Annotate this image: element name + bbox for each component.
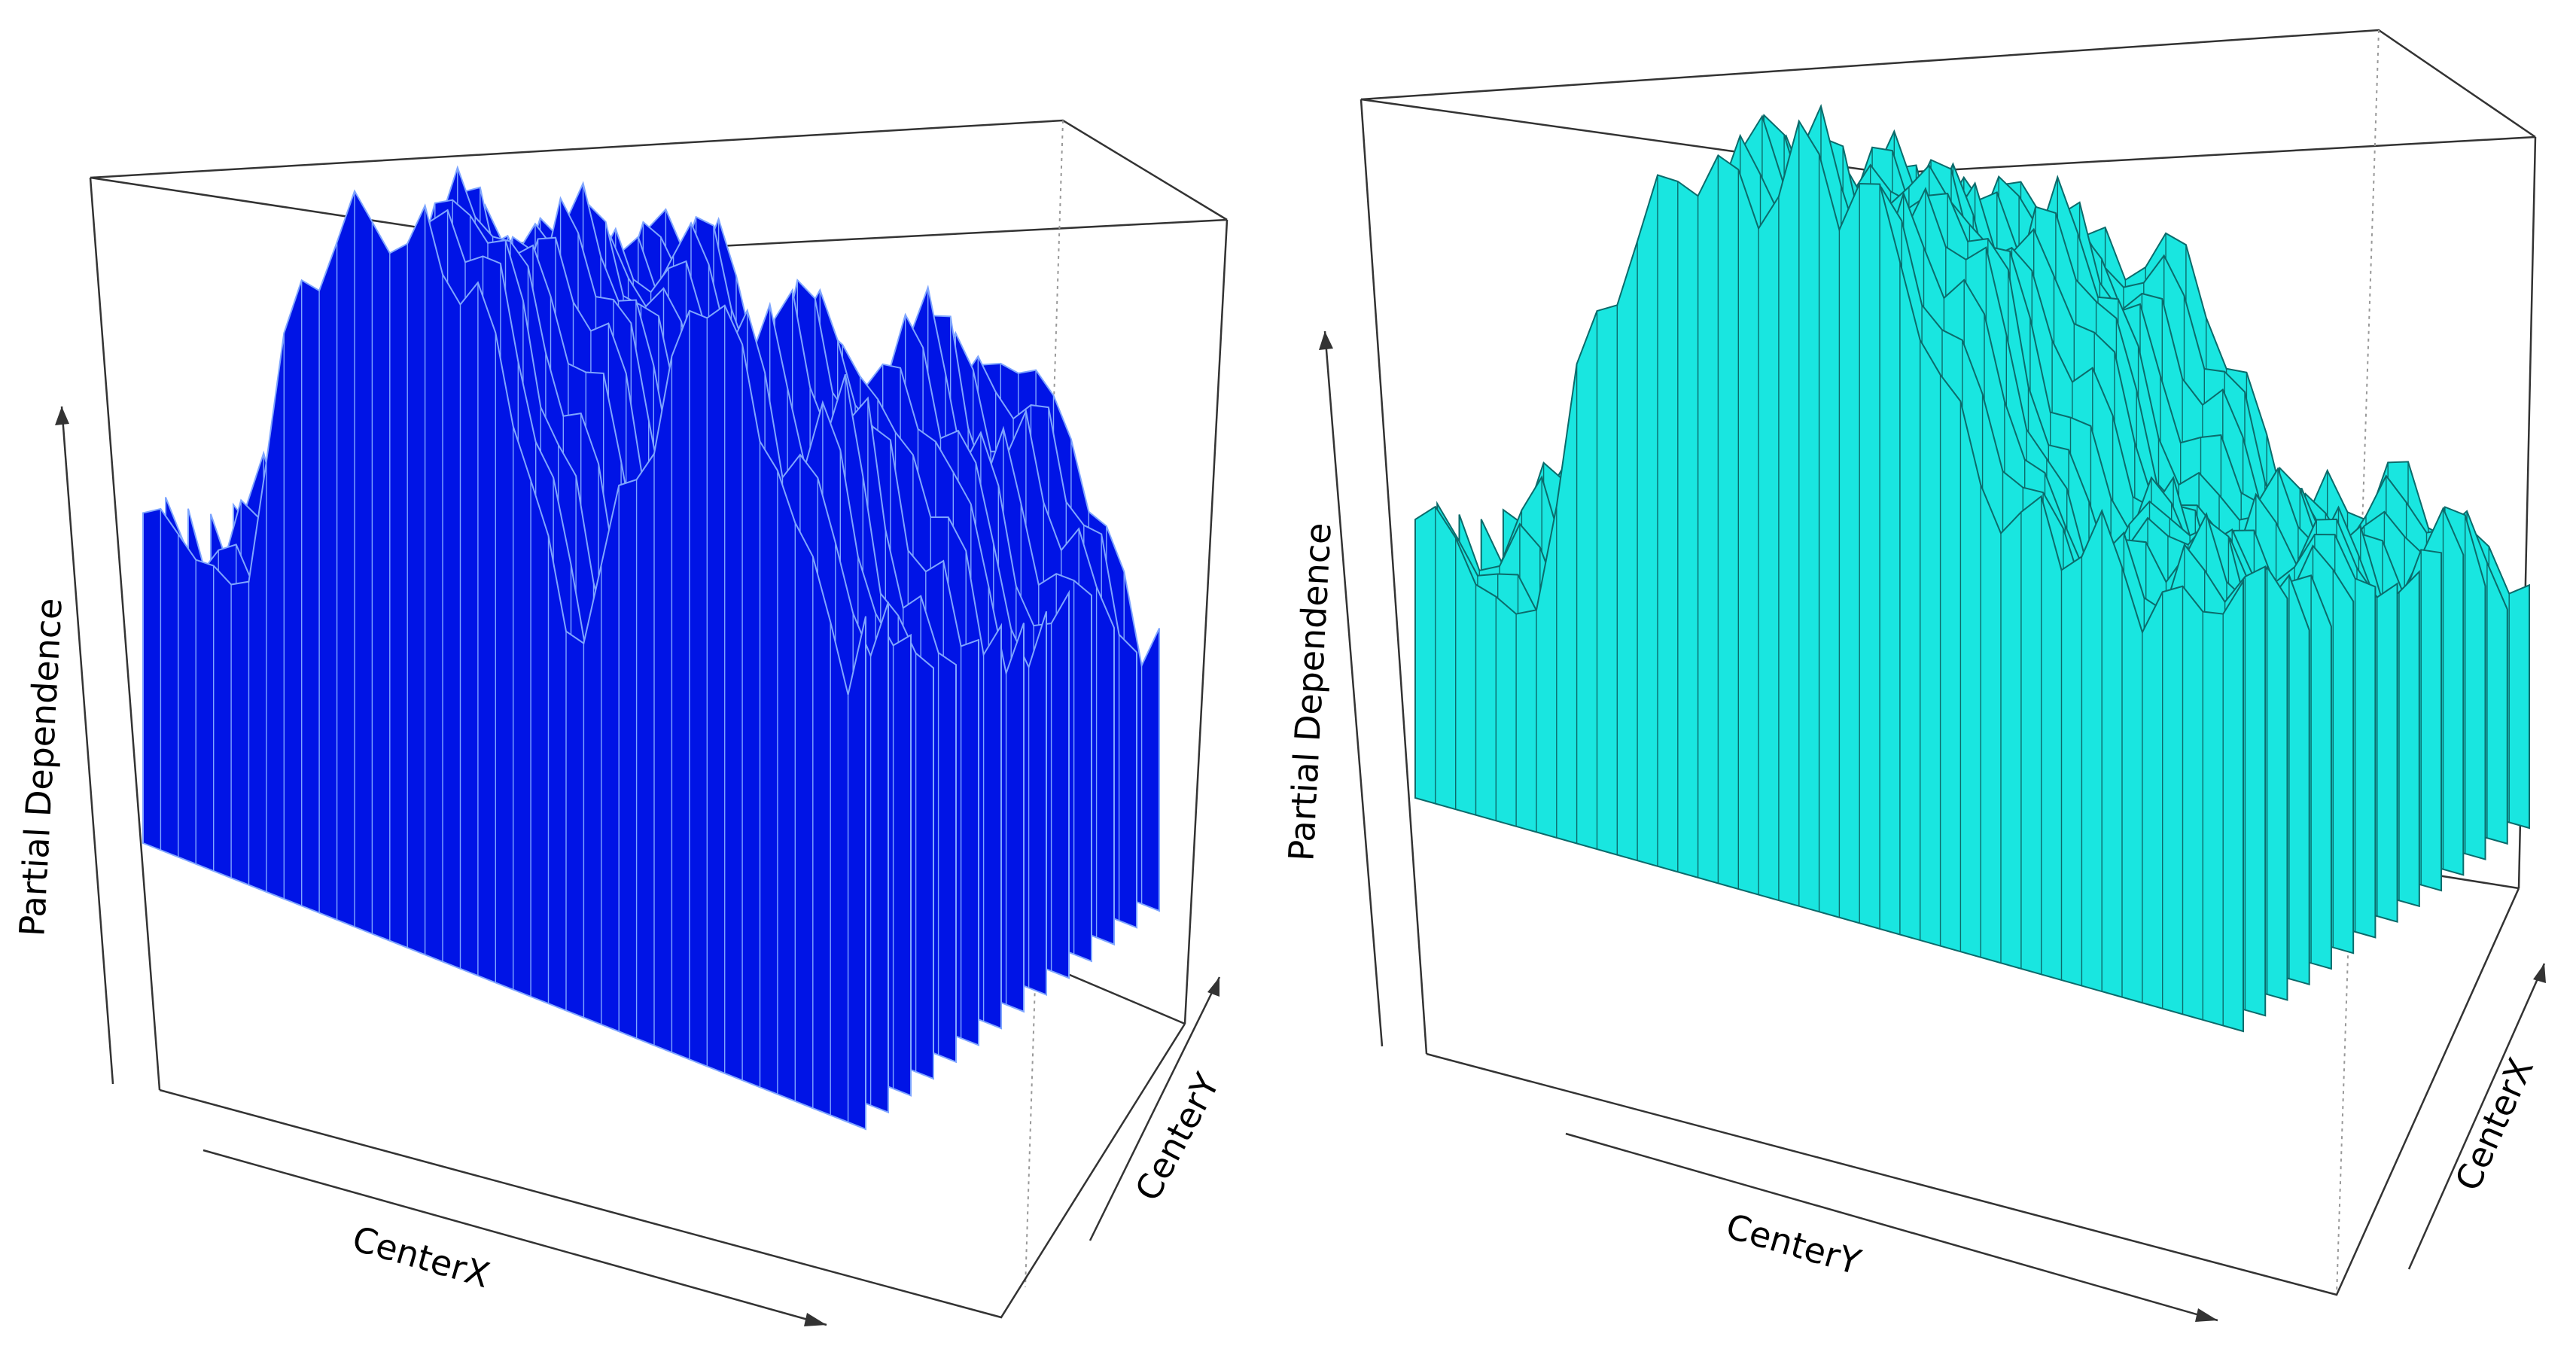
left-z-arrowhead [55, 406, 69, 425]
left-box-right-edge [1183, 219, 1229, 1025]
left-plot: Partial Dependence CenterX CenterY [11, 119, 1229, 1326]
right-surface [1414, 103, 2530, 1033]
left-x-arrowhead [804, 1313, 827, 1326]
left-surface [142, 165, 1160, 1131]
right-y-arrowhead [2533, 964, 2546, 983]
right-z-arrow [1323, 330, 1384, 1047]
right-box-left-edge [1360, 99, 1428, 1055]
right-x-arrowhead [2195, 1308, 2218, 1322]
left-x-arrow [202, 1149, 827, 1326]
right-plot: Partial Dependence CenterY CenterX [1280, 29, 2546, 1322]
right-box-back-edges [1360, 29, 2536, 139]
left-zlabel: Partial Dependence [11, 597, 69, 937]
left-y-arrow [1089, 976, 1221, 1241]
right-box-floor-front [1426, 888, 2520, 1296]
left-box-left-edge [89, 177, 161, 1091]
left-ylabel: CenterY [1127, 1066, 1228, 1207]
left-y-arrowhead [1207, 977, 1219, 997]
left-box-floor-front [159, 1023, 1186, 1319]
right-y-arrow [2407, 963, 2546, 1270]
right-z-arrowhead [1319, 331, 1333, 350]
left-xlabel: CenterX [348, 1218, 494, 1296]
right-box-top-front [1889, 135, 2536, 175]
right-x-arrow [1565, 1132, 2218, 1322]
right-ylabel: CenterX [2447, 1052, 2541, 1196]
left-box-back-edges [90, 119, 1228, 221]
left-z-arrow [60, 406, 114, 1085]
right-zlabel: Partial Dependence [1280, 522, 1338, 862]
left-box-back-vertical [1025, 120, 1064, 1288]
right-xlabel: CenterY [1722, 1205, 1866, 1283]
